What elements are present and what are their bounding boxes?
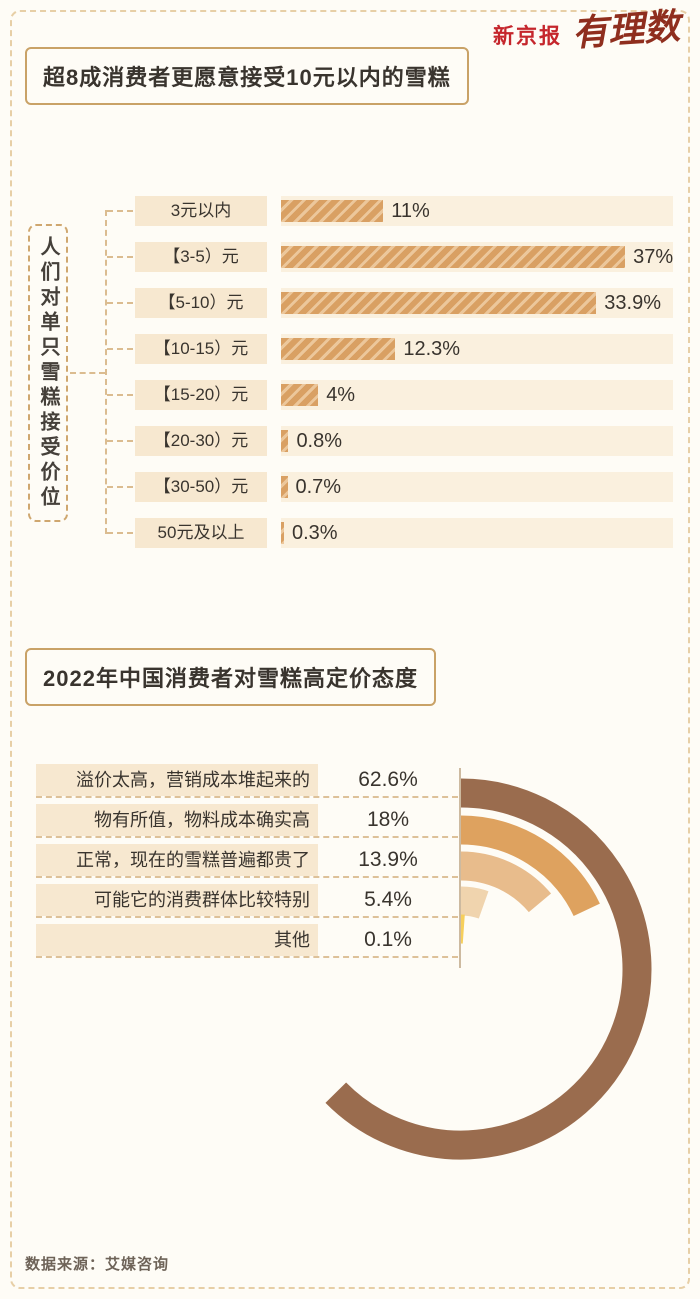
bar-category-label: 50元及以上 [135,518,267,548]
attitude-label: 物有所值，物料成本确实高 [36,804,318,836]
connector-stub-line [107,486,133,488]
bar-category-label: 【20-30）元 [135,426,267,456]
bar-category-label: 【5-10）元 [135,288,267,318]
attitude-label: 可能它的消费群体比较特别 [36,884,318,916]
connector-stub-line [107,440,133,442]
attitude-label: 正常，现在的雪糕普遍都贵了 [36,844,318,876]
bar-rows-container: 3元以内 11% 【3-5）元 37% 【5-10）元 33.9% 【10-15）元 12.3… [0,196,700,556]
connector-stub-line [107,348,133,350]
attitude-value-label: 5.4% [364,888,412,911]
section2-title: 2022年中国消费者对雪糕高定价态度 [25,648,436,706]
bar-value-label: 12.3% [403,337,461,360]
attitude-label: 溢价太高，营销成本堆起来的 [36,764,318,796]
bar-category-label: 【15-20）元 [135,380,267,410]
bar-track: 37% [281,242,673,272]
bar-fill [281,292,597,314]
bar-fill [281,430,289,452]
attitude-rows-container: 溢价太高，营销成本堆起来的 62.6% 物有所值，物料成本确实高 18% 正常，现在的雪… [36,758,458,958]
attitude-label: 其他 [36,924,318,956]
youlishu-logo: 有理数 [570,6,682,54]
brand-area: 新京报 有理数 [492,6,681,53]
chart1-axis-label: 人们对单只雪糕接受价位 [28,224,68,522]
connector-stub-line [107,210,133,212]
bar-value-label: 11% [391,199,430,222]
bar-row: 【5-10）元 33.9% [0,288,700,318]
radial-arc [460,886,489,919]
bar-row: 3元以内 11% [0,196,700,226]
radial-arc [325,778,652,1160]
bar-row: 【20-30）元 0.8% [0,426,700,456]
bar-row: 【3-5）元 37% [0,242,700,272]
pricing-attitude-radial-chart: 溢价太高，营销成本堆起来的 62.6% 物有所值，物料成本确实高 18% 正常，现在的雪… [0,740,700,1200]
connector-stub-line [107,394,133,396]
attitude-value-label: 13.9% [358,848,418,871]
attitude-value-label: 18% [366,808,410,831]
attitude-row: 溢价太高，营销成本堆起来的 62.6% [36,758,458,798]
bar-fill [281,476,288,498]
radial-baseline [459,768,461,968]
data-source: 数据来源：艾媒咨询 [25,1256,170,1273]
bar-value-label: 37% [633,245,674,268]
bar-fill [281,246,626,268]
attitude-row: 物有所值，物料成本确实高 18% [36,798,458,838]
price-acceptance-bar-chart: 人们对单只雪糕接受价位 3元以内 11% 【3-5）元 37% 【5-10）元 33.9%… [0,196,700,556]
section1-title: 超8成消费者更愿意接受10元以内的雪糕 [25,47,469,105]
bar-track: 0.3% [281,518,673,548]
bar-row: 【15-20）元 4% [0,380,700,410]
bar-value-label: 0.7% [295,475,342,498]
bar-category-label: 3元以内 [135,196,267,226]
bar-fill [281,384,319,406]
bar-row: 50元及以上 0.3% [0,518,700,548]
attitude-row: 可能它的消费群体比较特别 5.4% [36,878,458,918]
bar-value-label: 33.9% [604,291,661,314]
bar-fill [281,338,396,360]
page-dashed-border [10,10,690,1289]
attitude-value-label: 62.6% [358,768,418,791]
bar-row: 【30-50）元 0.7% [0,472,700,502]
radial-arc [460,851,552,913]
bar-track: 12.3% [281,334,673,364]
bar-value-label: 4% [326,383,356,406]
bar-track: 4% [281,380,673,410]
attitude-row: 正常，现在的雪糕普遍都贵了 13.9% [36,838,458,878]
bar-track: 33.9% [281,288,673,318]
bar-category-label: 【10-15）元 [135,334,267,364]
attitude-row: 其他 0.1% [36,918,458,958]
beijing-news-logo: 新京报 [492,24,562,48]
attitude-value-label: 0.1% [364,928,412,951]
bar-value-label: 0.8% [296,429,343,452]
bar-track: 0.8% [281,426,673,456]
connector-line [70,372,105,374]
bar-track: 0.7% [281,472,673,502]
bar-value-label: 0.3% [292,521,338,544]
bar-track: 11% [281,196,673,226]
bar-row: 【10-15）元 12.3% [0,334,700,364]
bar-fill [281,522,284,544]
bar-fill [281,200,384,222]
connector-stub-line [107,532,133,534]
radial-arc [460,815,600,917]
bar-category-label: 【3-5）元 [135,242,267,272]
bar-category-label: 【30-50）元 [135,472,267,502]
radial-arcs-svg [325,778,652,1160]
connector-stub-line [107,302,133,304]
connector-stub-line [107,256,133,258]
connector-spine-line [105,210,107,534]
